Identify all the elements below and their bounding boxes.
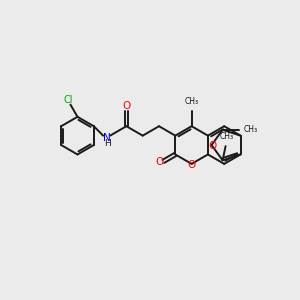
Text: CH₃: CH₃ xyxy=(184,97,199,106)
Text: H: H xyxy=(104,139,110,148)
Text: O: O xyxy=(155,158,164,167)
Text: O: O xyxy=(188,160,196,170)
Text: O: O xyxy=(122,101,130,111)
Text: CH₃: CH₃ xyxy=(244,125,258,134)
Text: O: O xyxy=(208,141,217,151)
Text: Cl: Cl xyxy=(64,94,73,105)
Text: CH₃: CH₃ xyxy=(220,132,234,141)
Text: N: N xyxy=(103,133,111,142)
